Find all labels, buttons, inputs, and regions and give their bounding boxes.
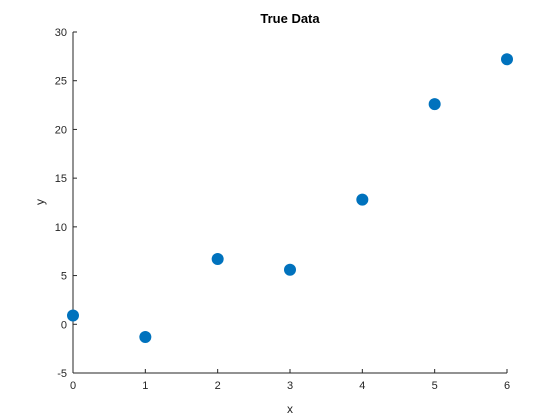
data-points — [67, 53, 513, 343]
y-tick-label: 30 — [55, 27, 67, 39]
data-point — [501, 53, 513, 66]
y-axis-label: y — [33, 199, 47, 205]
y-tick-label: 0 — [61, 319, 67, 331]
x-tick-label: 3 — [287, 380, 293, 392]
data-point — [428, 98, 441, 111]
y-tick-label: 25 — [55, 76, 67, 88]
x-tick-label: 0 — [70, 380, 76, 392]
y-tick-label: 10 — [55, 222, 67, 234]
x-tick-label: 1 — [142, 380, 148, 392]
x-axis-ticks: 0 1 2 3 4 5 6 — [70, 369, 510, 392]
y-tick-label: 5 — [61, 271, 67, 283]
axes-background — [73, 32, 507, 373]
data-point — [356, 193, 369, 206]
y-tick-label: -5 — [57, 368, 67, 380]
data-point — [284, 263, 296, 276]
x-axis-label: x — [287, 402, 293, 416]
y-tick-label: 15 — [55, 173, 67, 185]
data-point — [67, 309, 79, 322]
y-tick-label: 20 — [55, 124, 67, 136]
data-point — [211, 253, 224, 266]
x-tick-label: 5 — [432, 380, 438, 392]
data-point — [139, 330, 152, 343]
x-tick-label: 6 — [504, 380, 510, 392]
y-axis-ticks: -5 0 5 10 15 20 25 30 — [55, 27, 77, 380]
chart-title: True Data — [260, 11, 320, 26]
x-tick-label: 2 — [215, 380, 221, 392]
x-tick-label: 4 — [359, 380, 365, 392]
